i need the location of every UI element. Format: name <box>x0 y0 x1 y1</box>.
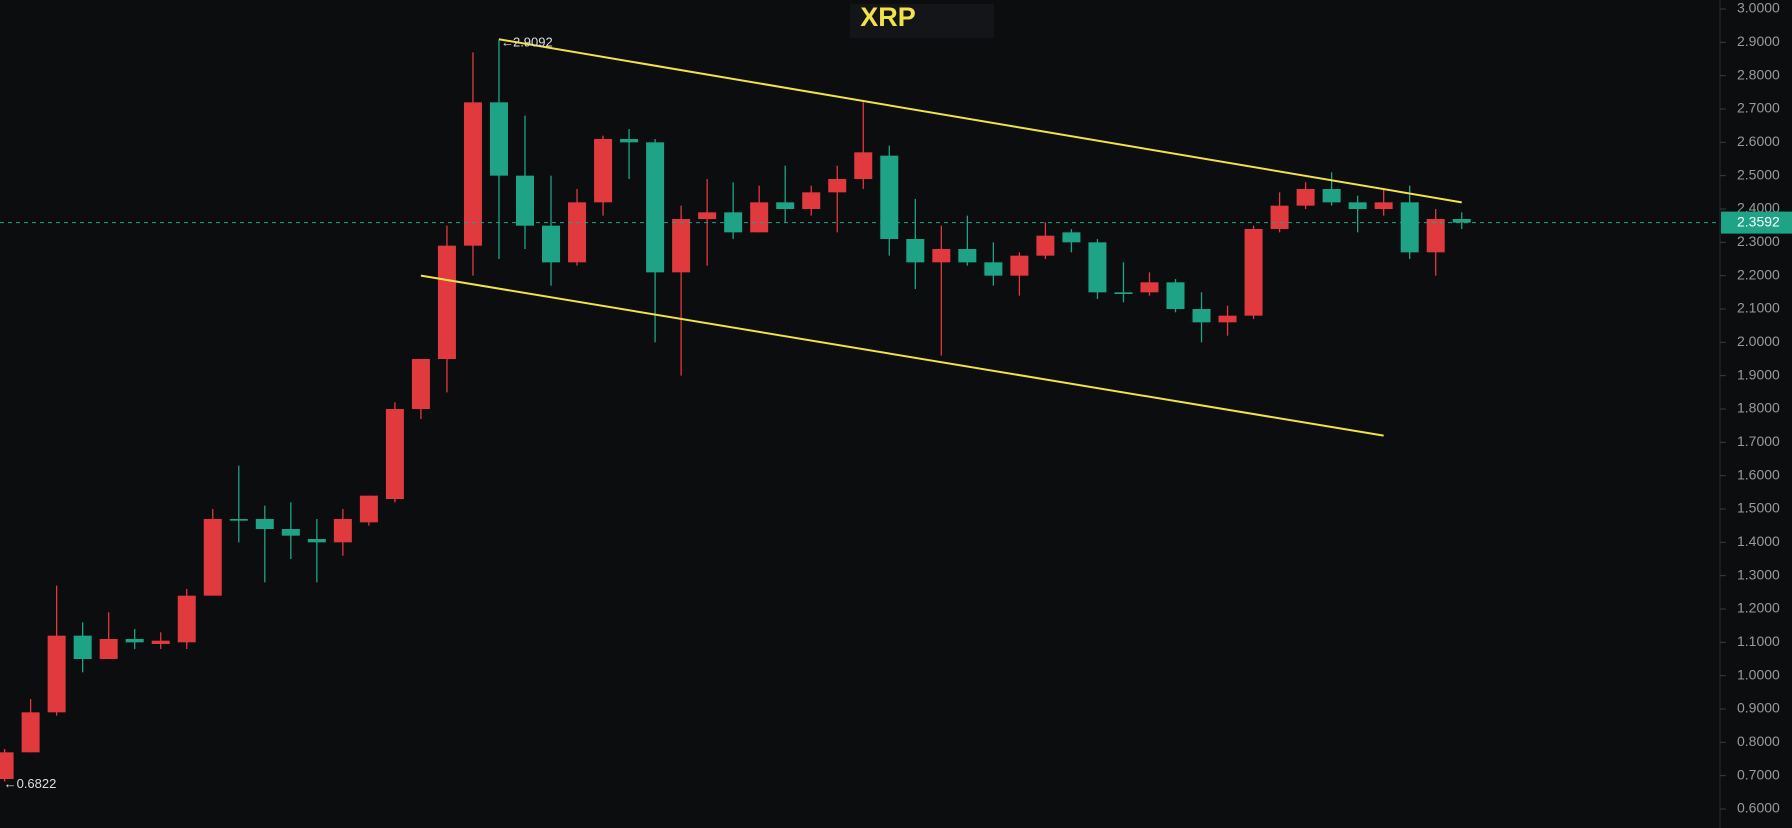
y-tick-label: 2.0000 <box>1737 333 1780 349</box>
candle-body <box>1218 315 1237 323</box>
y-tick-label: 0.7000 <box>1737 766 1780 782</box>
y-tick-label: 1.1000 <box>1737 633 1780 649</box>
candle-body <box>229 519 248 521</box>
candle-body <box>620 139 639 143</box>
candle-body <box>47 635 66 713</box>
y-tick-label: 1.7000 <box>1737 433 1780 449</box>
candle-body <box>594 139 613 203</box>
candle-body <box>1374 202 1393 209</box>
candle-body <box>307 539 326 543</box>
candle-body <box>125 639 144 643</box>
candle-body <box>1296 189 1315 206</box>
y-tick-label: 2.9000 <box>1737 33 1780 49</box>
candle-body <box>281 529 300 536</box>
y-tick-label: 0.6000 <box>1737 800 1780 816</box>
candle-body <box>1400 202 1419 253</box>
candle-body <box>932 249 951 263</box>
candle-body <box>1114 292 1133 294</box>
y-tick-label: 2.5000 <box>1737 166 1780 182</box>
y-tick-label: 2.2000 <box>1737 266 1780 282</box>
candle-body <box>1270 205 1289 229</box>
trendline <box>420 274 1384 437</box>
title-backdrop <box>850 4 994 38</box>
last-price-box <box>1721 211 1792 234</box>
candle-body <box>802 192 821 209</box>
candle-body <box>1062 232 1081 243</box>
candle-body <box>0 752 14 779</box>
candle-body <box>21 712 40 753</box>
candle-body <box>854 152 873 179</box>
candle-body <box>203 519 222 596</box>
candle-body <box>672 219 691 273</box>
y-tick-label: 2.6000 <box>1737 133 1780 149</box>
candle-body <box>463 102 482 246</box>
candle-body <box>1166 282 1185 309</box>
candle-body <box>1192 309 1211 323</box>
candle-body <box>568 202 587 263</box>
candle-body <box>73 635 92 659</box>
y-tick-label: 1.4000 <box>1737 533 1780 549</box>
high-marker-arrow: ← <box>501 35 514 50</box>
y-tick-label: 2.7000 <box>1737 100 1780 116</box>
candle-body <box>177 595 196 643</box>
y-tick-label: 1.6000 <box>1737 466 1780 482</box>
candle-body <box>724 212 743 233</box>
candle-body <box>1140 282 1159 293</box>
candle-body <box>1088 242 1107 293</box>
candle-body <box>698 212 717 219</box>
y-tick-label: 2.3000 <box>1737 233 1780 249</box>
candle-body <box>880 155 899 239</box>
candle-body <box>385 409 404 499</box>
candle-body <box>1244 229 1263 316</box>
candle-body <box>489 102 508 176</box>
candle-body <box>646 142 665 273</box>
last-price-label: 2.3592 <box>1737 213 1780 229</box>
candle-body <box>984 262 1003 276</box>
candle-body <box>750 202 769 233</box>
y-tick-label: 1.3000 <box>1737 566 1780 582</box>
y-tick-label: 2.8000 <box>1737 66 1780 82</box>
y-tick-label: 3.0000 <box>1737 0 1780 16</box>
trendline <box>498 38 1462 204</box>
y-tick-label: 2.1000 <box>1737 300 1780 316</box>
y-tick-label: 1.5000 <box>1737 500 1780 516</box>
candle-body <box>958 249 977 263</box>
y-tick-label: 1.0000 <box>1737 666 1780 682</box>
low-marker-arrow: ← <box>4 776 17 791</box>
y-tick-label: 0.8000 <box>1737 733 1780 749</box>
y-tick-label: 1.2000 <box>1737 600 1780 616</box>
candle-body <box>1348 202 1367 209</box>
candle-body <box>99 639 118 659</box>
chart-title: XRP <box>860 2 916 32</box>
candle-body <box>1426 219 1445 253</box>
candle-body <box>333 519 352 543</box>
candle-body <box>1036 235 1055 256</box>
candle-body <box>255 519 274 529</box>
candle-body <box>516 175 534 226</box>
candle-body <box>542 225 561 263</box>
y-tick-label: 1.9000 <box>1737 366 1780 382</box>
candle-body <box>1452 219 1471 223</box>
candle-body <box>411 359 430 409</box>
candle-body <box>437 245 456 359</box>
low-marker-label: 0.6822 <box>17 776 57 791</box>
y-tick-label: 0.9000 <box>1737 700 1780 716</box>
candle-body <box>828 179 847 193</box>
high-marker-label: 2.9092 <box>513 35 553 50</box>
y-tick-label: 1.8000 <box>1737 400 1780 416</box>
candle-body <box>1322 189 1341 203</box>
candle-body <box>151 640 170 644</box>
candle-body <box>906 239 925 263</box>
candle-body <box>776 202 795 209</box>
candle-body <box>359 495 378 523</box>
candle-body <box>1010 255 1029 276</box>
